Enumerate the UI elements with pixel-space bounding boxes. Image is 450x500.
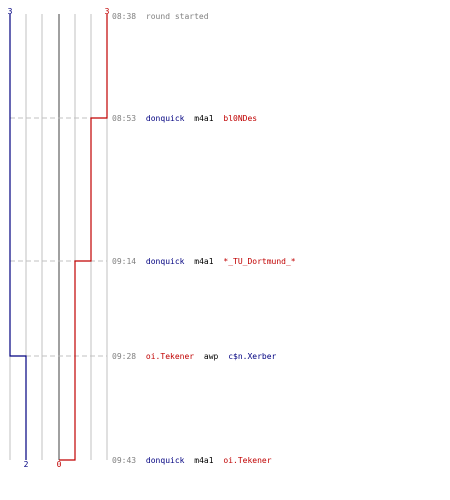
blue-team-line [9,14,27,460]
red-start-count: 3 [105,7,110,16]
event-killer: donquick [146,456,185,465]
event-victim: bl0NDes [223,114,257,123]
event-killer: donquick [146,114,185,123]
event-weapon: awp [204,352,219,361]
event-row: 08:38 round started [112,12,209,21]
event-row: 09:14 donquick m4a1 *_TU_Dortmund_* [112,257,296,266]
event-row: 09:43 donquick m4a1 oi.Tekener [112,456,272,465]
red-team-line [59,14,108,461]
blue-start-count: 3 [8,7,13,16]
event-victim: *_TU_Dortmund_* [223,257,295,266]
event-weapon: m4a1 [194,456,213,465]
event-killer: donquick [146,257,185,266]
blue-end-count: 2 [24,460,29,469]
red-end-count: 0 [57,460,62,469]
event-time: 08:53 [112,114,136,123]
event-time: 09:28 [112,352,136,361]
event-time: 09:14 [112,257,136,266]
event-row: 09:28 oi.Tekener awp c$n.Xerber [112,352,277,361]
event-victim: oi.Tekener [223,456,271,465]
event-row: 08:53 donquick m4a1 bl0NDes [112,114,257,123]
event-weapon: m4a1 [194,257,213,266]
event-victim: c$n.Xerber [228,352,276,361]
event-killer: oi.Tekener [146,352,194,361]
event-text: round started [146,12,209,21]
event-time: 09:43 [112,456,136,465]
grid-lines [9,14,108,460]
event-log: 08:38 round started 08:53 donquick m4a1 … [112,12,296,465]
event-time: 08:38 [112,12,136,21]
event-weapon: m4a1 [194,114,213,123]
